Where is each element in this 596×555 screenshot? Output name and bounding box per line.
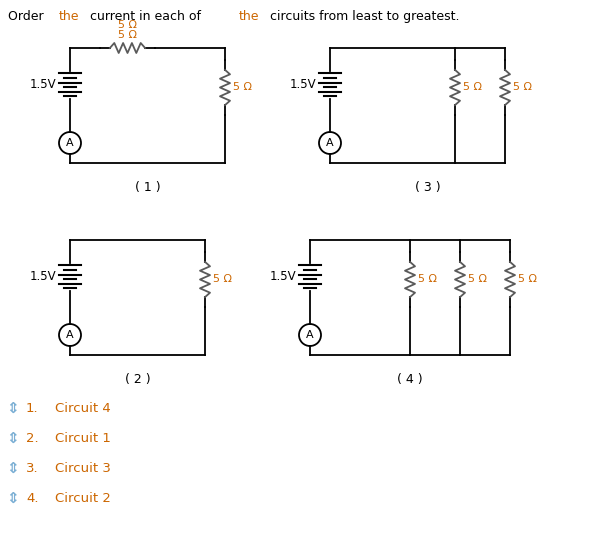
Text: A: A xyxy=(66,138,74,148)
Text: 3.: 3. xyxy=(26,462,39,475)
Text: current in each of: current in each of xyxy=(86,10,204,23)
Text: 1.5V: 1.5V xyxy=(269,270,296,284)
Text: Circuit 2: Circuit 2 xyxy=(55,492,111,504)
Text: ( 3 ): ( 3 ) xyxy=(415,181,440,194)
Text: A: A xyxy=(326,138,334,148)
Text: 1.5V: 1.5V xyxy=(29,270,56,284)
Text: ⇕: ⇕ xyxy=(5,491,18,506)
Text: 5 Ω: 5 Ω xyxy=(118,20,137,30)
Text: ⇕: ⇕ xyxy=(5,401,18,416)
Text: 1.5V: 1.5V xyxy=(29,78,56,92)
Text: ⇕: ⇕ xyxy=(5,431,18,446)
Text: circuits from least to greatest.: circuits from least to greatest. xyxy=(266,10,459,23)
Text: A: A xyxy=(306,330,314,340)
Text: 1.5V: 1.5V xyxy=(290,78,316,92)
Text: 1.: 1. xyxy=(26,401,39,415)
Text: 2.: 2. xyxy=(26,431,39,445)
Text: 5 Ω: 5 Ω xyxy=(418,275,437,285)
Text: 5 Ω: 5 Ω xyxy=(513,83,532,93)
Text: Circuit 4: Circuit 4 xyxy=(55,401,111,415)
Text: 4.: 4. xyxy=(26,492,39,504)
Text: 5 Ω: 5 Ω xyxy=(233,83,252,93)
Text: Circuit 3: Circuit 3 xyxy=(55,462,111,475)
Text: ( 1 ): ( 1 ) xyxy=(135,181,160,194)
Text: the: the xyxy=(59,10,80,23)
Text: ( 4 ): ( 4 ) xyxy=(397,373,423,386)
Text: 5 Ω: 5 Ω xyxy=(118,30,137,40)
Text: ( 2 ): ( 2 ) xyxy=(125,373,150,386)
Text: 5 Ω: 5 Ω xyxy=(463,83,482,93)
Text: 5 Ω: 5 Ω xyxy=(518,275,537,285)
Text: Order: Order xyxy=(8,10,48,23)
Text: 5 Ω: 5 Ω xyxy=(468,275,487,285)
Text: A: A xyxy=(66,330,74,340)
Text: Circuit 1: Circuit 1 xyxy=(55,431,111,445)
Text: the: the xyxy=(239,10,260,23)
Text: 5 Ω: 5 Ω xyxy=(213,275,232,285)
Text: ⇕: ⇕ xyxy=(5,461,18,476)
